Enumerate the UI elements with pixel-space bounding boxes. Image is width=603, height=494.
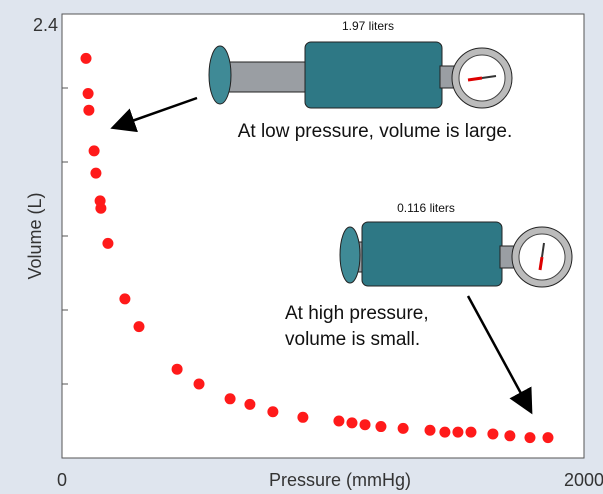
data-point: [193, 378, 205, 390]
data-point: [465, 426, 477, 438]
arrow: [466, 295, 533, 415]
data-point: [88, 145, 100, 157]
y-tick-label: 2.4: [33, 15, 58, 35]
data-point: [487, 428, 499, 440]
data-point: [267, 406, 279, 418]
data-point: [244, 398, 256, 410]
y-axis-label: Volume (L): [25, 192, 45, 279]
syringe-illustration: [208, 41, 513, 109]
data-point: [82, 88, 94, 100]
data-point: [524, 432, 536, 444]
data-point: [452, 426, 464, 438]
data-point: [119, 293, 131, 305]
syringe-illustration: [339, 221, 573, 288]
annotation: 1.97 liters: [342, 19, 394, 33]
data-point: [359, 419, 371, 431]
x-tick-label: 2000: [564, 470, 603, 490]
data-point: [375, 421, 387, 433]
annotation: At high pressure,: [285, 303, 429, 324]
data-point: [95, 202, 107, 214]
x-tick-label: 0: [57, 470, 67, 490]
data-point: [133, 321, 145, 333]
annotation: 0.116 liters: [397, 201, 455, 215]
data-point: [542, 432, 554, 444]
data-point: [439, 426, 451, 438]
data-point: [397, 422, 409, 434]
data-point: [171, 363, 183, 375]
data-point: [424, 424, 436, 436]
x-axis-label: Pressure (mmHg): [269, 470, 411, 490]
data-point: [102, 237, 114, 249]
annotation: volume is small.: [285, 329, 420, 350]
data-point: [297, 411, 309, 423]
data-point: [346, 417, 358, 429]
data-point: [224, 393, 236, 405]
data-point: [90, 167, 102, 179]
arrow: [110, 96, 198, 133]
data-point: [83, 104, 95, 116]
annotation: At low pressure, volume is large.: [238, 121, 513, 142]
data-point: [333, 415, 345, 427]
data-point: [80, 52, 92, 64]
data-point: [504, 430, 516, 442]
